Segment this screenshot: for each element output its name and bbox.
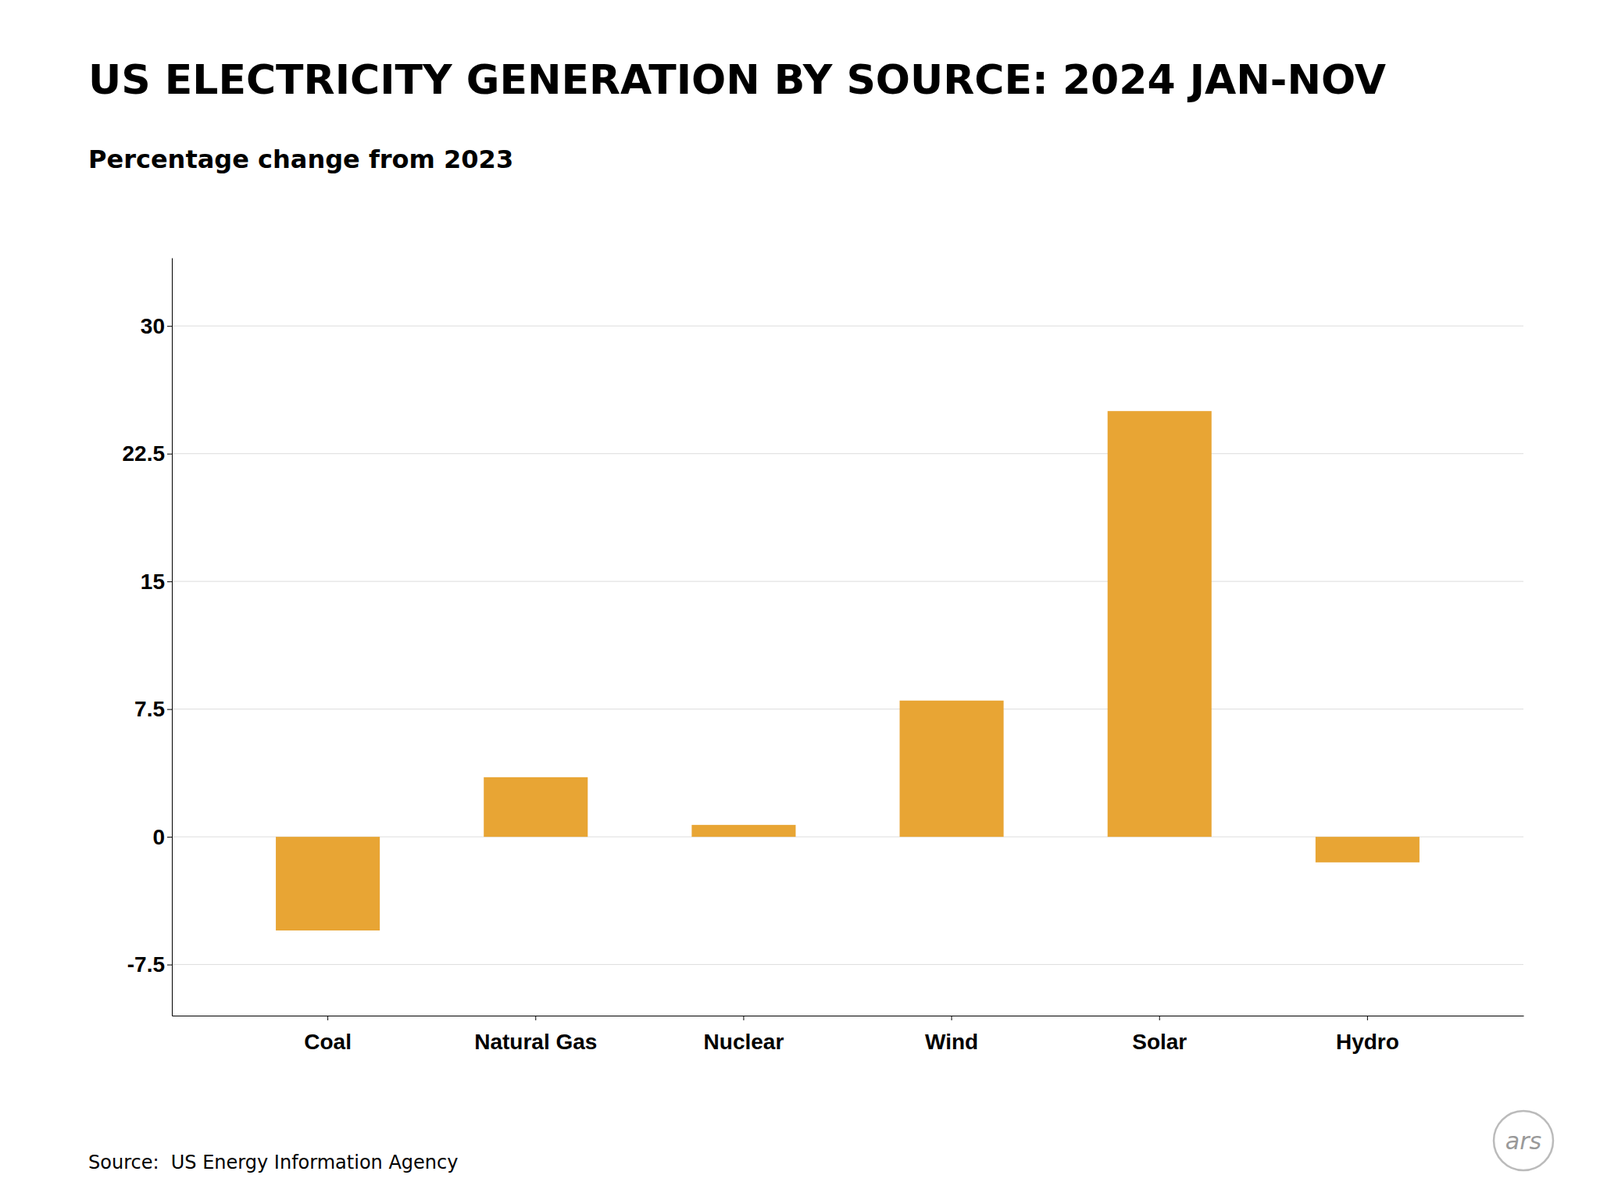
tick-mark (167, 836, 172, 838)
tick-mark (1159, 1015, 1161, 1021)
tick-label: Hydro (1335, 1029, 1400, 1054)
tick-label: 15 (140, 569, 165, 594)
tick-mark (1367, 1015, 1368, 1021)
subtitle: Percentage change from 2023 (88, 144, 514, 175)
tick: 22.5 (122, 441, 173, 466)
tick-mark (742, 1015, 744, 1021)
axis-line (171, 258, 173, 1017)
tick: Hydro (1335, 1015, 1400, 1054)
tick-label: 0 (152, 825, 165, 850)
tick: Solar (1132, 1015, 1187, 1054)
grid (171, 325, 1524, 965)
grid-line (171, 581, 1524, 583)
tick-mark (167, 709, 172, 711)
tick: 7.5 (134, 696, 172, 722)
logo-text: ars (1505, 1127, 1542, 1155)
bar (900, 700, 1004, 837)
tick-mark (327, 1015, 329, 1021)
title: US ELECTRICITY GENERATION BY SOURCE: 202… (88, 56, 1386, 104)
plot: -7.5 0 7.5 15 22.5 30 Coal Natural Gas Nuclear Wi… (122, 258, 1525, 1054)
source: Source: US Energy Information Agency (88, 1151, 458, 1174)
tick-label: Solar (1132, 1029, 1187, 1054)
grid-line (171, 453, 1524, 454)
logo-circle (1493, 1110, 1554, 1171)
chart: US ELECTRICITY GENERATION BY SOURCE: 202… (0, 0, 1600, 1200)
logo: ars (1493, 1110, 1554, 1171)
tick-label: 30 (140, 314, 165, 339)
tick: Natural Gas (474, 1015, 597, 1054)
tick-label: Wind (925, 1029, 979, 1054)
bar (483, 777, 588, 837)
tick-mark (167, 964, 172, 966)
tick-label: Coal (303, 1029, 352, 1054)
bars (275, 410, 1420, 931)
tick-label: 22.5 (122, 441, 166, 466)
tick-label: -7.5 (127, 952, 165, 977)
tick-mark (167, 453, 172, 455)
tick-label: Natural Gas (474, 1029, 597, 1054)
grid-line (171, 708, 1524, 710)
grid-line (171, 325, 1524, 327)
tick: 0 (152, 825, 172, 850)
bar (275, 836, 380, 931)
grid-line (171, 964, 1524, 965)
tick: -7.5 (127, 952, 172, 977)
tick: 15 (140, 569, 172, 594)
tick-mark (167, 581, 172, 583)
bar (1107, 410, 1212, 837)
bar (1315, 836, 1420, 863)
tick: 30 (140, 314, 172, 339)
tick-mark (535, 1015, 536, 1021)
tick: Wind (925, 1015, 979, 1054)
axis-line (172, 1015, 1525, 1017)
tick-mark (951, 1015, 953, 1021)
y-axis: -7.5 0 7.5 15 22.5 30 (122, 258, 173, 1017)
bar (691, 825, 796, 837)
x-axis: Coal Natural Gas Nuclear Wind Solar Hydro (172, 1015, 1525, 1054)
tick-label: Nuclear (703, 1029, 785, 1054)
tick-label: 7.5 (134, 696, 165, 722)
tick: Coal (303, 1015, 352, 1054)
tick-mark (167, 325, 172, 327)
tick: Nuclear (703, 1015, 785, 1054)
